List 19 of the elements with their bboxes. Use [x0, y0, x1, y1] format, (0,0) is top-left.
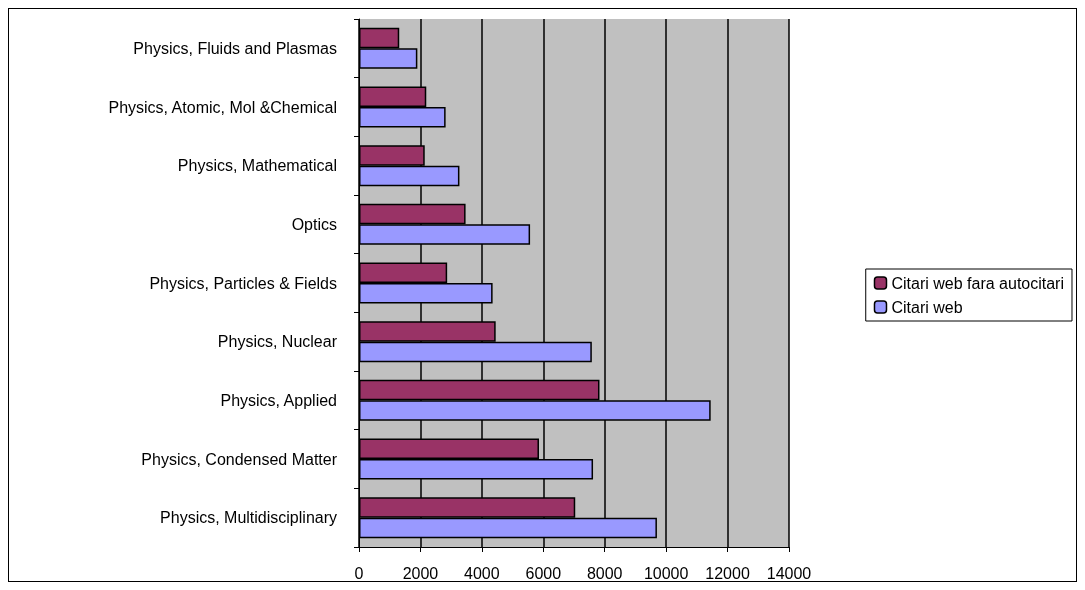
- y-tick-label: Physics, Mathematical: [177, 157, 337, 175]
- legend-label: Citari web fara autocitari: [891, 274, 1064, 292]
- y-tick-label: Physics, Nuclear: [217, 333, 338, 351]
- y-tick-label: Optics: [291, 215, 337, 233]
- y-tick-label: Physics, Fluids and Plasmas: [133, 39, 337, 57]
- legend-label: Citari web: [891, 298, 963, 316]
- x-tick-label: 6000: [525, 564, 562, 582]
- y-tick-label: Physics, Applied: [220, 391, 337, 409]
- x-tick-label: 2000: [402, 564, 439, 582]
- x-tick-label: 10000: [643, 564, 689, 582]
- x-tick-label: 12000: [705, 564, 750, 582]
- x-tick-label: 8000: [586, 564, 623, 582]
- y-tick-label: Physics, Atomic, Mol &Chemical: [108, 98, 337, 116]
- y-tick-label: Physics, Multidisciplinary: [160, 509, 337, 527]
- y-tick-label: Physics, Particles & Fields: [149, 274, 337, 292]
- y-tick-label: Physics, Condensed Matter: [141, 450, 338, 468]
- x-tick-label: 4000: [464, 564, 500, 582]
- x-tick-label: 0: [354, 564, 364, 582]
- x-tick-label: 14000: [766, 564, 812, 582]
